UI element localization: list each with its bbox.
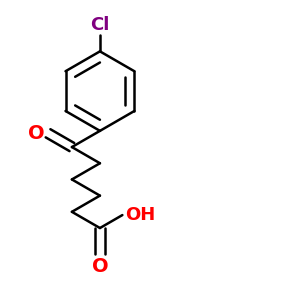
Text: OH: OH <box>125 206 155 224</box>
Text: Cl: Cl <box>90 16 110 34</box>
Text: O: O <box>92 257 108 276</box>
Text: O: O <box>28 124 44 143</box>
